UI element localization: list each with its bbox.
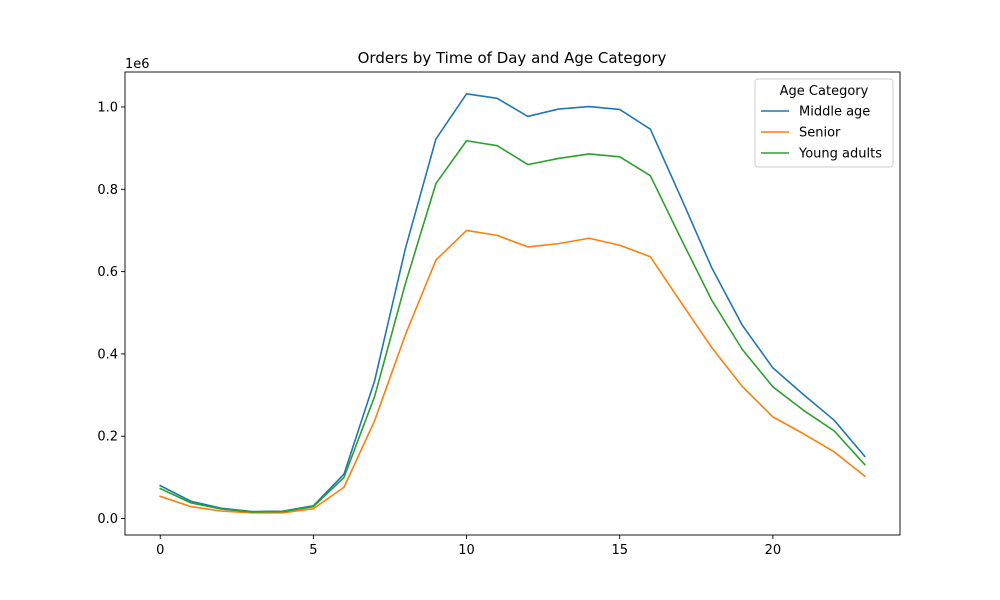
plot-area: 0 5 10 15 20 0.0 0.2 0.4 0.6 0.8 1.0: [97, 71, 901, 558]
legend: Age Category Middle age Senior Young adult…: [754, 78, 894, 168]
x-tick-label: 20: [765, 543, 782, 558]
legend-frame: [754, 78, 894, 168]
y-tick-label: 0.0: [97, 512, 118, 527]
legend-title: Age Category: [780, 84, 869, 99]
x-tick-label: 15: [611, 543, 628, 558]
y-tick-label: 0.4: [97, 347, 118, 362]
y-tick-label: 1.0: [97, 100, 118, 115]
chart-title: Orders by Time of Day and Age Category: [358, 49, 667, 67]
y-tick-label: 0.2: [97, 430, 118, 445]
legend-label: Young adults: [798, 147, 882, 162]
x-tick-label: 0: [156, 543, 164, 558]
y-offset-label: 1e6: [125, 57, 150, 72]
legend-label: Senior: [799, 126, 841, 141]
y-tick-label: 0.8: [97, 183, 118, 198]
series-line-young-adults: [159, 139, 866, 513]
x-tick-label: 5: [309, 543, 317, 558]
x-tick-label: 10: [458, 543, 475, 558]
y-tick-label: 0.6: [97, 265, 118, 280]
axes-frame: [124, 71, 901, 536]
series-line-senior: [159, 229, 866, 514]
legend-label: Middle age: [799, 105, 870, 120]
